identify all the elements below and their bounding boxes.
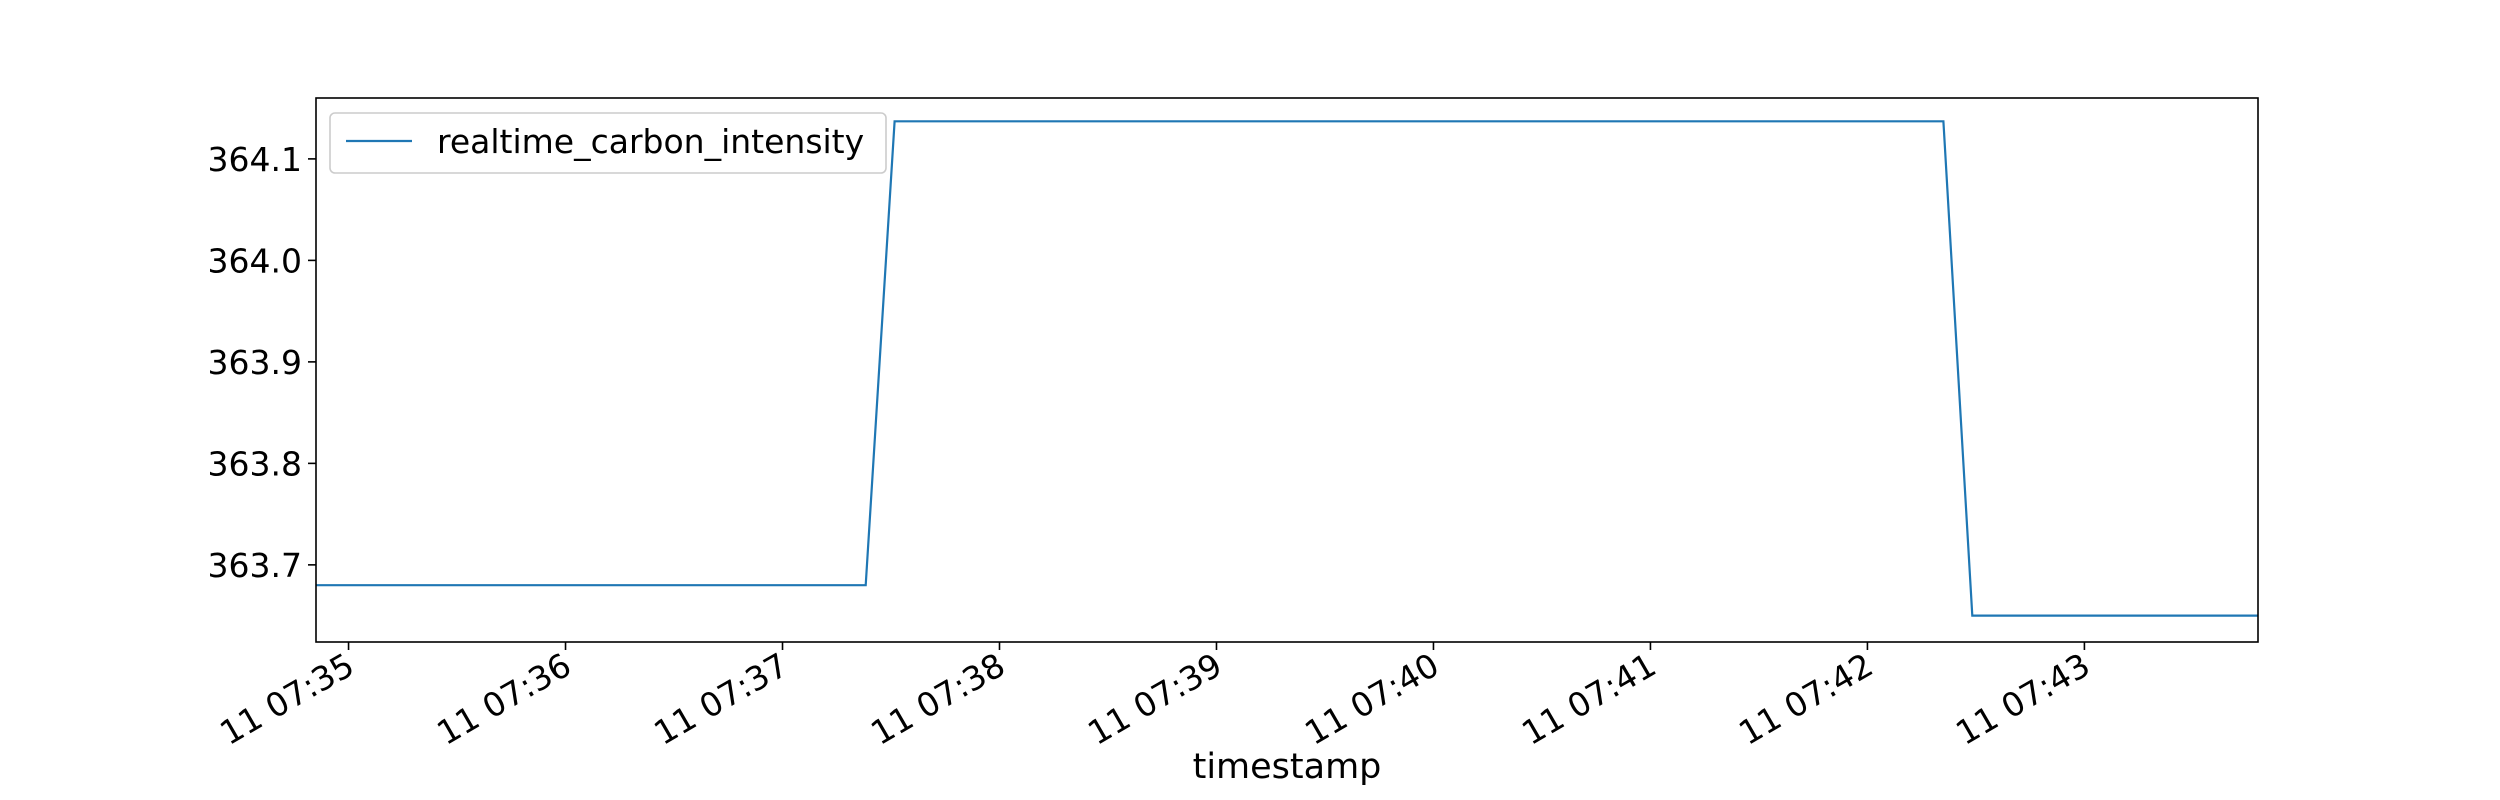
legend-entry-label: realtime_carbon_intensity (437, 122, 864, 161)
y-tick-label: 363.7 (208, 546, 302, 585)
legend-box (329, 112, 887, 174)
plot-area-frame (315, 97, 2259, 643)
x-axis-label: timestamp (1193, 747, 1382, 787)
y-tick-label: 363.8 (208, 444, 302, 483)
series-line-realtime-carbon-intensity (316, 120, 2258, 617)
y-tick-label: 363.9 (208, 343, 302, 382)
y-axis-ticks: 363.7 363.8 363.9 364.0 364.1 (208, 140, 316, 585)
legend: realtime_carbon_intensity (329, 112, 887, 174)
y-tick-label: 364.1 (208, 140, 302, 179)
series-layer (316, 120, 2258, 617)
y-tick-label: 364.0 (208, 241, 302, 280)
